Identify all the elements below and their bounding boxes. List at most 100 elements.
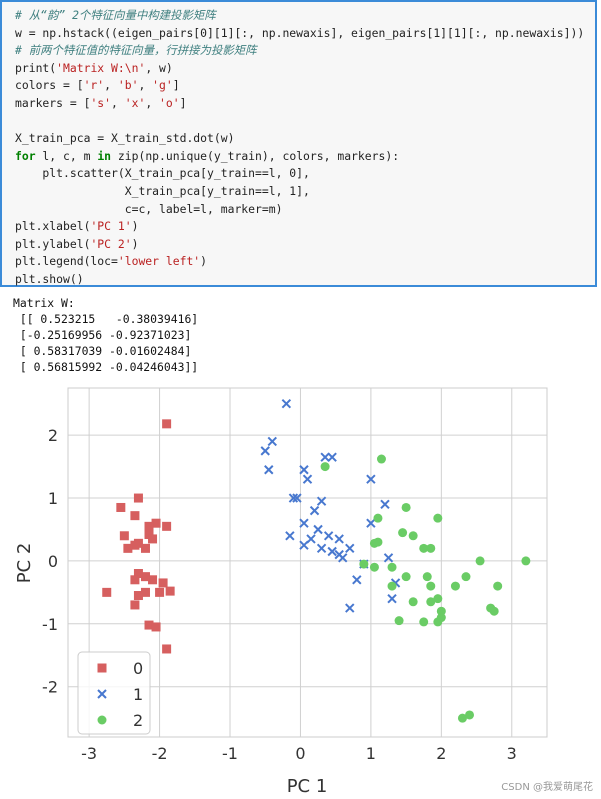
data-point-class-0 — [133, 493, 143, 503]
code-token: 'o' — [159, 96, 180, 110]
data-point-class-2 — [419, 617, 429, 627]
code-token: 'b' — [117, 78, 139, 93]
code-line: X_train_pca[y_train==l, 1], — [15, 184, 310, 198]
code-token: , — [138, 78, 153, 93]
data-point-class-2 — [387, 562, 397, 572]
code-line: c=c, label=l, marker=m) — [15, 202, 283, 216]
data-point-class-2 — [493, 581, 503, 591]
data-point-class-1 — [281, 399, 292, 409]
data-point-class-0 — [148, 575, 158, 585]
data-point-class-0 — [133, 569, 143, 579]
code-token: 'r' — [83, 78, 105, 93]
data-point-class-2 — [475, 556, 485, 566]
x-marker-stroke — [316, 543, 327, 554]
y-tick-label: 0 — [48, 552, 58, 571]
y-tick-label: 1 — [48, 489, 58, 508]
x-marker-stroke — [334, 534, 344, 544]
data-point-class-0 — [162, 521, 172, 531]
code-token: 's' — [90, 96, 112, 110]
data-point-class-0 — [133, 591, 143, 601]
code-token: # 前两个特征值的特征向量，行拼接为投影矩阵 — [15, 43, 257, 58]
x-marker-stroke — [323, 531, 334, 541]
x-marker-stroke — [299, 465, 309, 475]
data-point-class-0 — [158, 578, 168, 588]
code-token: print( — [15, 60, 57, 75]
code-token: , w) — [145, 60, 173, 75]
code-cell[interactable]: # 从“韵” 2个特征向量中构建投影矩阵 w = np.hstack((eigen… — [0, 0, 597, 287]
data-point-class-0 — [165, 586, 175, 596]
x-marker-stroke — [264, 465, 274, 475]
code-line: # 从“韵” 2个特征向量中构建投影矩阵 — [15, 8, 216, 22]
code-token: colors = [ — [15, 78, 84, 93]
legend-label: 2 — [133, 711, 143, 730]
code-token: 'x' — [124, 96, 146, 110]
data-point-class-0 — [155, 587, 165, 597]
data-point-class-2 — [369, 562, 379, 572]
legend-marker — [97, 663, 107, 673]
data-point-class-0 — [144, 620, 154, 630]
code-token: markers = [ — [15, 96, 91, 110]
code-token: plt.scatter(X_train_pca[y_train==l, 0], — [15, 166, 310, 181]
data-point-class-1 — [338, 553, 348, 563]
x-marker-stroke — [299, 518, 309, 528]
data-point-class-1 — [309, 505, 320, 516]
data-point-class-2 — [376, 454, 386, 464]
data-point-class-1 — [352, 575, 362, 585]
data-point-class-2 — [436, 613, 446, 623]
data-point-class-0 — [140, 543, 150, 553]
data-point-class-1 — [334, 534, 344, 544]
x-marker-stroke — [260, 446, 270, 456]
x-marker-stroke — [327, 452, 337, 462]
data-point-class-1 — [316, 496, 327, 506]
code-token: , — [111, 96, 125, 110]
data-point-class-1 — [313, 524, 323, 535]
tick-labels: -3 -2 -1 0 1 2 3 -2 -1 0 1 2 — [42, 426, 517, 763]
data-point-class-1 — [288, 493, 299, 503]
legend-box — [77, 651, 151, 735]
data-point-class-2 — [320, 462, 330, 472]
code-line: plt.scatter(X_train_pca[y_train==l, 0], — [15, 166, 310, 181]
code-token: ) — [200, 254, 208, 269]
data-point-class-2 — [387, 581, 397, 591]
data-point-class-2 — [373, 513, 383, 523]
x-marker-stroke — [267, 436, 277, 447]
watermark: CSDN @我爱萌尾花 — [501, 782, 593, 793]
cell-output: Matrix W: [[ 0.523215 -0.38039416] [-0.2… — [13, 296, 199, 374]
x-marker-stroke — [320, 452, 330, 462]
code-token: w = np.hstack((eigen_pairs[0][1][:, np.n… — [15, 25, 585, 40]
code-line: colors = ['r', 'b', 'g'] — [15, 78, 180, 92]
code-token: in — [97, 148, 112, 163]
data-point-class-2 — [450, 581, 460, 591]
data-point-class-0 — [130, 600, 140, 610]
y-tick-label: -1 — [42, 615, 58, 634]
data-point-class-1 — [267, 436, 277, 447]
y-axis-label: PC 2 — [14, 543, 35, 584]
x-tick-label: -2 — [152, 744, 168, 763]
x-marker-stroke — [383, 553, 394, 563]
data-point-class-2 — [457, 713, 467, 723]
code-token: 'PC 1' — [90, 219, 132, 234]
code-line: for l, c, m in zip(np.unique(y_train), c… — [15, 149, 399, 163]
data-point-class-2 — [398, 528, 408, 538]
data-point-class-2 — [426, 597, 436, 607]
y-tick-label: 2 — [48, 426, 58, 445]
data-point-class-1 — [299, 540, 309, 550]
data-point-class-1 — [316, 543, 327, 554]
data-point-class-0 — [144, 521, 154, 531]
data-point-class-2 — [433, 594, 443, 604]
data-point-class-1 — [264, 465, 274, 475]
code-token: # 从“韵” 2个特征向量中构建投影矩阵 — [15, 8, 216, 22]
code-line: plt.ylabel('PC 2') — [15, 237, 138, 251]
code-line: plt.xlabel('PC 1') — [15, 219, 138, 233]
data-point-class-2 — [369, 538, 379, 548]
data-point-class-0 — [116, 502, 126, 512]
data-point-class-2 — [408, 531, 418, 541]
x-marker-stroke — [387, 593, 397, 604]
x-marker-stroke — [345, 543, 355, 554]
x-marker-stroke — [302, 474, 313, 484]
code-token: X_train_pca = X_train_std.dot(w) — [15, 131, 235, 146]
data-point-class-0 — [123, 543, 133, 553]
data-point-class-0 — [130, 540, 140, 550]
data-point-class-1 — [366, 474, 376, 484]
x-tick-label: 0 — [295, 744, 305, 763]
